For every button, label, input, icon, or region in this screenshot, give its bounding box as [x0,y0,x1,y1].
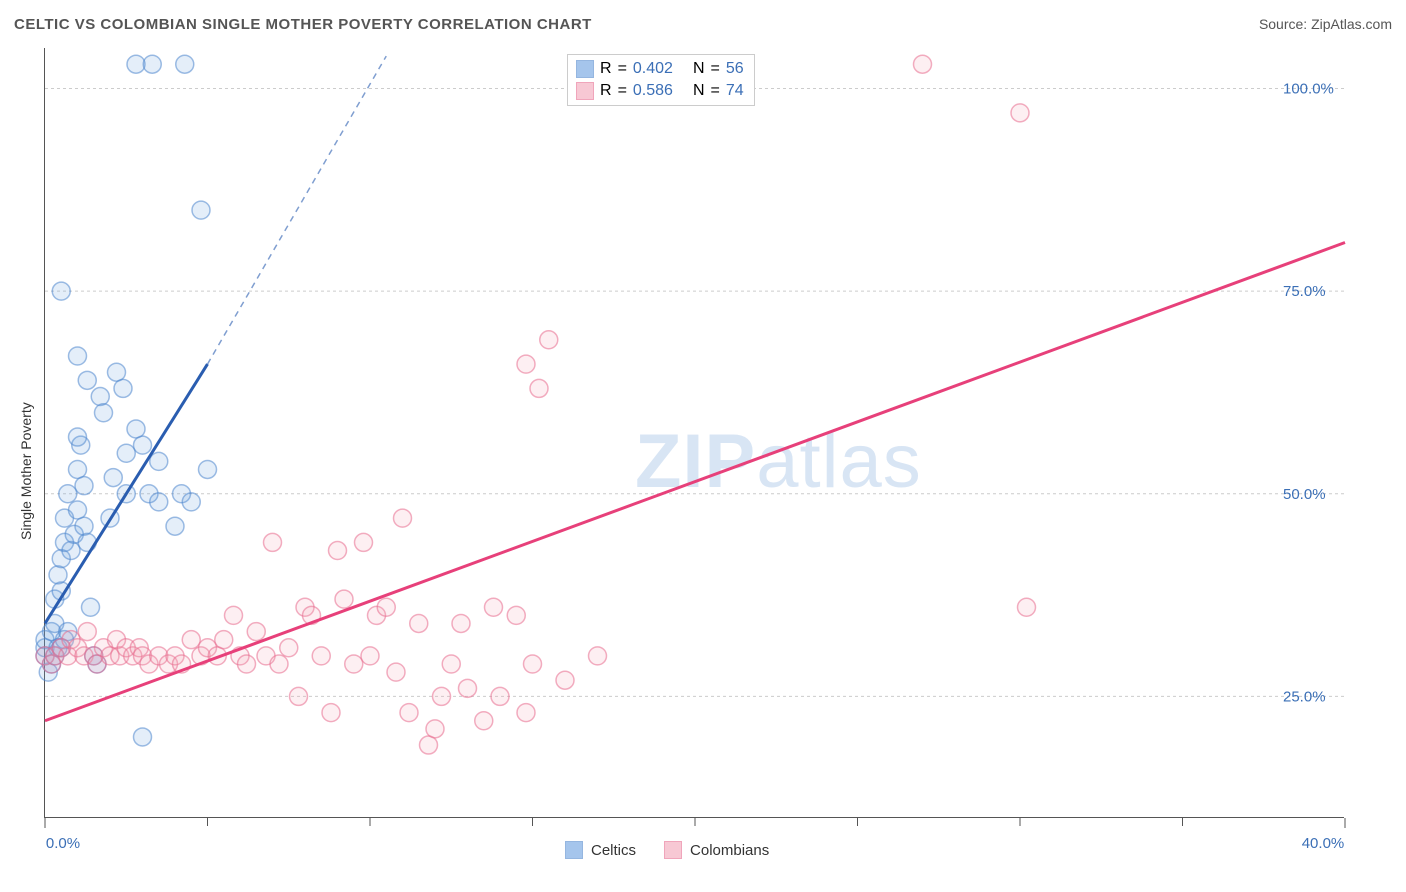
r-label: R [600,58,612,80]
chart-title: CELTIC VS COLOMBIAN SINGLE MOTHER POVERT… [14,16,592,33]
swatch-celtics [565,841,583,859]
svg-text:100.0%: 100.0% [1283,81,1334,98]
n-value-celtics: 56 [726,58,744,80]
series-legend: Celtics Colombians [565,841,769,859]
legend-item-colombians: Colombians [664,841,769,859]
r-value-celtics: 0.402 [633,58,673,80]
legend-label-colombians: Colombians [690,842,769,859]
svg-text:50.0%: 50.0% [1283,486,1326,503]
correlation-legend: R = 0.402 N = 56 R = 0.586 N = 74 [567,54,755,106]
source-label: Source: ZipAtlas.com [1259,16,1392,32]
swatch-colombians [664,841,682,859]
plot-area: ZIPatlas 25.0%50.0%75.0%100.0%0.0%40.0% … [44,48,1344,818]
eq: = [711,80,720,102]
legend-row-celtics: R = 0.402 N = 56 [576,58,744,80]
r-value-colombians: 0.586 [633,80,673,102]
svg-text:0.0%: 0.0% [46,835,80,852]
svg-text:25.0%: 25.0% [1283,688,1326,705]
eq: = [618,58,627,80]
n-label: N [693,58,705,80]
n-label: N [693,80,705,102]
legend-row-colombians: R = 0.586 N = 74 [576,80,744,102]
legend-item-celtics: Celtics [565,841,636,859]
r-label: R [600,80,612,102]
svg-text:75.0%: 75.0% [1283,283,1326,300]
chart-container: CELTIC VS COLOMBIAN SINGLE MOTHER POVERT… [0,0,1406,892]
eq: = [711,58,720,80]
n-value-colombians: 74 [726,80,744,102]
y-axis-label: Single Mother Poverty [18,402,34,540]
eq: = [618,80,627,102]
legend-label-celtics: Celtics [591,842,636,859]
svg-text:40.0%: 40.0% [1302,835,1345,852]
scatter-plot-svg: 25.0%50.0%75.0%100.0%0.0%40.0% [45,48,1344,817]
swatch-celtics [576,60,594,78]
swatch-colombians [576,82,594,100]
